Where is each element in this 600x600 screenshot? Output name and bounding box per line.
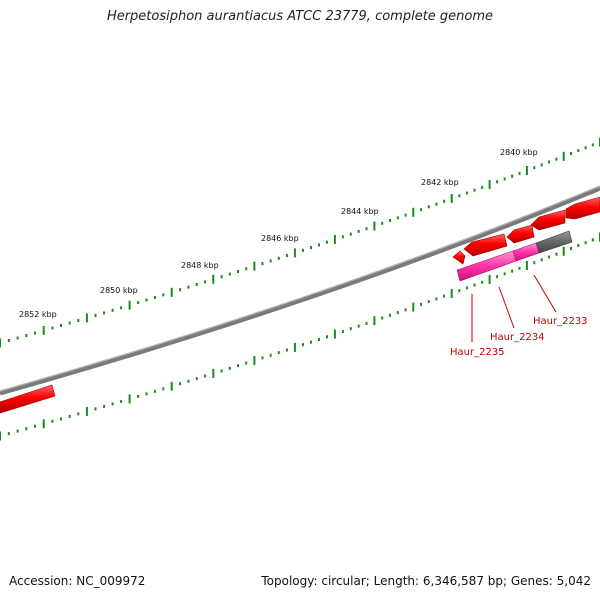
kbp-label-2842: 2842 kbp — [421, 178, 459, 187]
gene-track-inner — [456, 230, 573, 282]
outer-ruler — [0, 137, 600, 348]
kbp-label-2846: 2846 kbp — [261, 234, 299, 243]
inner-ruler — [0, 232, 600, 441]
gene-feature[interactable] — [452, 250, 466, 265]
gene-labels: Haur_2233 Haur_2234 Haur_2235 — [450, 316, 588, 358]
gene-label-Haur_2234[interactable]: Haur_2234 — [490, 332, 545, 343]
gene-feature[interactable] — [0, 384, 56, 414]
gene-feature[interactable] — [463, 233, 508, 257]
gene-feature[interactable] — [565, 196, 600, 220]
accession-text: Accession: NC_009972 — [9, 574, 146, 588]
gene-track-outer — [0, 196, 600, 414]
kbp-labels: 2840 kbp 2842 kbp 2844 kbp 2846 kbp 2848… — [19, 148, 538, 319]
map-title: Herpetosiphon aurantiacus ATCC 23779, co… — [106, 9, 494, 24]
genome-backbone — [0, 185, 600, 396]
gene-Haur_2234[interactable] — [512, 242, 540, 262]
kbp-label-2840: 2840 kbp — [500, 148, 538, 157]
gene-Haur_2233[interactable] — [535, 230, 573, 254]
kbp-label-2852: 2852 kbp — [19, 310, 57, 319]
kbp-label-2848: 2848 kbp — [181, 261, 219, 270]
kbp-label-2850: 2850 kbp — [100, 286, 138, 295]
kbp-label-2844: 2844 kbp — [341, 207, 379, 216]
topology-text: Topology: circular; Length: 6,346,587 bp… — [261, 574, 591, 588]
gene-label-Haur_2235[interactable]: Haur_2235 — [450, 347, 505, 358]
gene-feature[interactable] — [530, 209, 566, 231]
gene-feature[interactable] — [506, 224, 535, 244]
gene-Haur_2235[interactable] — [456, 250, 517, 282]
gene-label-leaders — [471, 274, 557, 342]
gene-label-Haur_2233[interactable]: Haur_2233 — [533, 316, 588, 327]
